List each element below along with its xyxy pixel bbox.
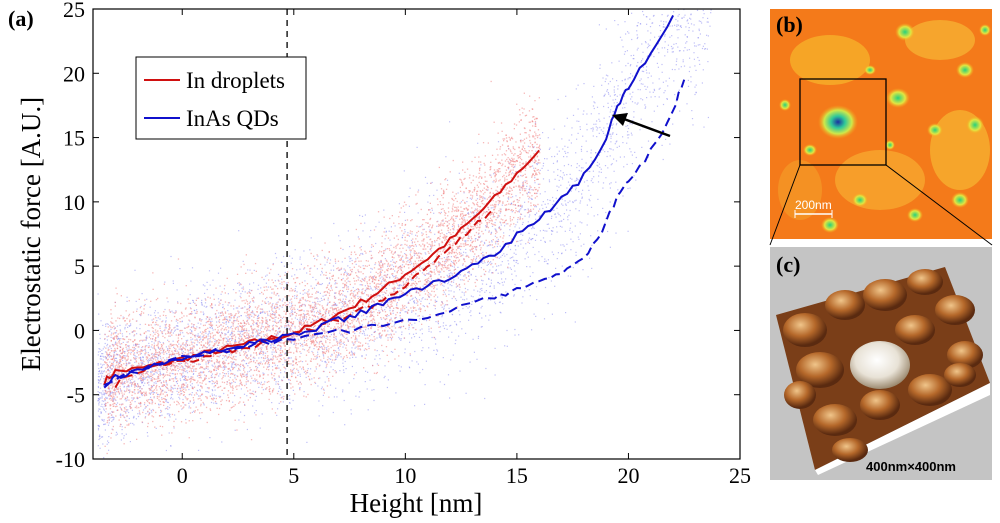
panel-c: (c) 400nm×400nm	[770, 247, 992, 480]
y-tick-label: 5	[74, 254, 85, 279]
zoom-region-box	[799, 78, 887, 166]
y-tick-label: -5	[67, 383, 85, 408]
y-tick-label: 15	[63, 126, 85, 151]
zoom-connector-right	[885, 164, 993, 246]
plot-frame	[92, 8, 741, 460]
y-tick-label: 10	[63, 190, 85, 215]
zoom-connector-left	[769, 164, 801, 246]
panel-label-b: (b)	[776, 12, 803, 37]
y-axis-ticks: -10 -5 0 5 10 15 20 25	[56, 0, 740, 472]
large-3d-dot	[850, 341, 910, 389]
afm-3d-bumps	[783, 269, 983, 462]
legend-label-inas-qds: InAs QDs	[186, 106, 279, 131]
series-line-in-droplets-solid	[103, 149, 540, 386]
y-tick-label: 0	[74, 318, 85, 343]
y-axis-title: Electrostatic force [A.U.]	[16, 97, 46, 371]
scan-size-label: 400nm×400nm	[866, 459, 956, 474]
x-tick-label: 20	[617, 463, 639, 488]
series-line-inas-qds-solid	[103, 14, 674, 389]
x-tick-label: 25	[729, 463, 751, 488]
y-tick-label: 25	[63, 0, 85, 22]
x-tick-label: 0	[177, 463, 188, 488]
x-tick-label: 5	[288, 463, 299, 488]
panel-label-a: (a)	[8, 6, 34, 31]
series-line-inas-qds-dashed	[103, 79, 686, 387]
x-axis-ticks: 0 5 10 15 20 25	[177, 9, 751, 488]
x-tick-label: 15	[506, 463, 528, 488]
panel-label-c: (c)	[776, 252, 800, 277]
large-dot-spot	[818, 105, 858, 139]
arrow-annotation	[612, 113, 671, 138]
x-axis-title: Height [nm]	[350, 488, 483, 518]
legend-label-in-droplets: In droplets	[186, 68, 285, 93]
x-tick-label: 10	[394, 463, 416, 488]
y-tick-label: 20	[63, 61, 85, 86]
legend-box	[135, 56, 307, 140]
panel-a: (a) 0 5 10 15 20 25 -10 -5 0 5 10 15 20 25 Height [n…	[8, 0, 751, 518]
y-tick-label: -10	[56, 447, 85, 472]
fit-curves	[103, 14, 686, 389]
scale-bar-label: 200nm	[795, 198, 832, 212]
legend: In droplets InAs QDs	[135, 56, 307, 140]
series-line-in-droplets-dashed	[114, 207, 496, 389]
panel-b: (b) 200nm	[769, 9, 993, 246]
